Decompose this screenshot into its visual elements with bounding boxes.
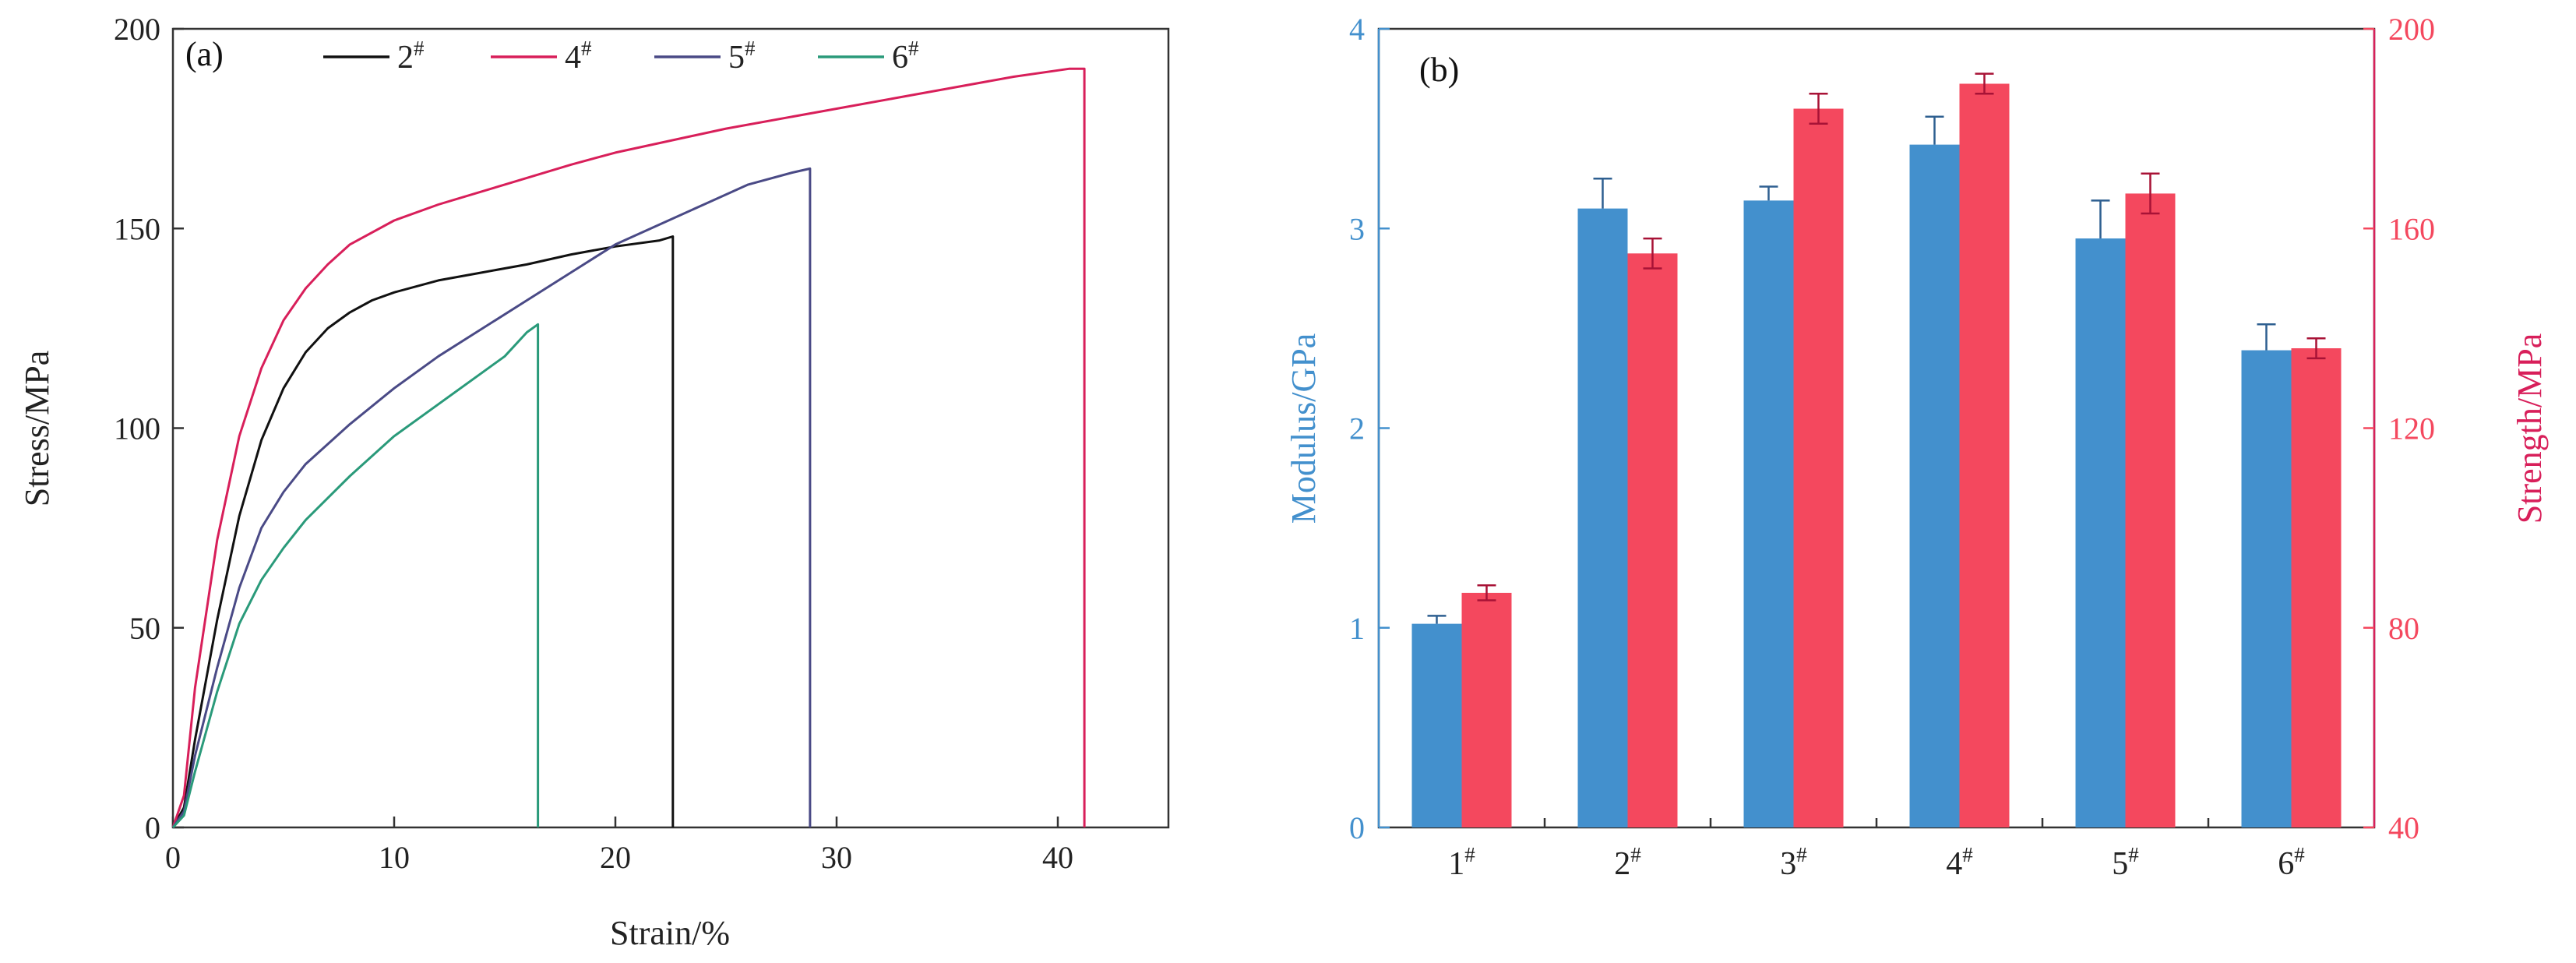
modulus-bar-1 [1411, 623, 1462, 827]
category-label-4: 4# [1946, 843, 1973, 882]
y-tick-label: 200 [114, 12, 160, 47]
x-axis-label-a: Strain/% [610, 914, 730, 952]
right-tick-label: 80 [2388, 611, 2419, 646]
series-line-6 [171, 323, 540, 829]
category-labels-b: 1# 2# 3# 4# 5# 6# [1448, 843, 2305, 882]
category-label-6: 6# [2278, 843, 2305, 882]
x-tick-label: 30 [821, 840, 852, 875]
y-tick-labels-a: 0 50 100 150 200 [114, 12, 160, 845]
modulus-bar-2 [1577, 208, 1628, 827]
strength-bar-3 [1793, 108, 1844, 827]
panel-label-a: (a) [185, 35, 224, 73]
left-tick-label: 4 [1349, 12, 1365, 47]
series-line-2 [171, 235, 675, 828]
panel-a: 0 50 100 150 200 0 10 20 30 40 (a) Strain/% Stre… [18, 12, 1170, 952]
x-tick-labels-a: 0 10 20 30 40 [165, 840, 1073, 875]
legend-label-6: 6# [892, 37, 919, 76]
modulus-bar-6 [2241, 350, 2292, 827]
y-right-axis-label-b: Strength/MPa [2511, 333, 2549, 524]
legend-a: 2# 4# 5# 6# [323, 37, 919, 76]
left-tick-label: 3 [1349, 211, 1365, 246]
x-tick-label: 0 [165, 840, 181, 875]
right-tick-label: 200 [2388, 12, 2435, 47]
bars-b [1411, 72, 2342, 827]
plot-frame-a [171, 27, 1170, 829]
strength-bar-6 [2291, 348, 2342, 827]
x-tick-label: 40 [1042, 840, 1073, 875]
right-tick-label: 120 [2388, 411, 2435, 446]
panel-label-b: (b) [1419, 51, 1459, 89]
y-tick-label: 150 [114, 211, 160, 246]
left-tick-label: 0 [1349, 810, 1365, 845]
category-label-1: 1# [1448, 843, 1475, 882]
legend-label-5: 5# [728, 37, 756, 76]
modulus-bar-5 [2075, 238, 2126, 827]
series-line-4 [171, 67, 1086, 828]
right-tick-label: 40 [2388, 810, 2419, 845]
left-tick-labels-b: 0 1 2 3 4 [1349, 12, 1365, 845]
panel-b: 0 1 2 3 4 40 80 120 160 200 1# 2# 3# 4# 5# 6# (b) Mod… [1284, 12, 2549, 882]
strength-bar-2 [1627, 253, 1678, 827]
x-tick-label: 10 [379, 840, 410, 875]
category-label-3: 3# [1780, 843, 1807, 882]
series-lines-a [171, 67, 1086, 829]
strength-bar-1 [1461, 592, 1512, 827]
strength-bar-5 [2125, 193, 2176, 827]
y-tick-label: 0 [145, 810, 160, 845]
plot-frame-b [1377, 27, 2376, 829]
category-label-5: 5# [2112, 843, 2139, 882]
modulus-bar-3 [1743, 200, 1794, 827]
strength-bar-4 [1959, 83, 2010, 827]
y-tick-label: 100 [114, 411, 160, 446]
y-tick-label: 50 [129, 611, 160, 646]
legend-label-2: 2# [397, 37, 425, 76]
tick-marks-a [171, 27, 1059, 829]
x-tick-label: 20 [600, 840, 631, 875]
left-tick-label: 1 [1349, 611, 1365, 646]
right-tick-labels-b: 40 80 120 160 200 [2388, 12, 2435, 845]
modulus-bar-4 [1909, 144, 1960, 827]
tick-marks-b [1379, 27, 2374, 829]
category-label-2: 2# [1614, 843, 1641, 882]
left-tick-label: 2 [1349, 411, 1365, 446]
legend-label-4: 4# [565, 37, 592, 76]
right-tick-label: 160 [2388, 211, 2435, 246]
y-left-axis-label-b: Modulus/GPa [1284, 333, 1323, 524]
series-line-5 [171, 167, 812, 828]
y-axis-label-a: Stress/MPa [18, 351, 56, 506]
